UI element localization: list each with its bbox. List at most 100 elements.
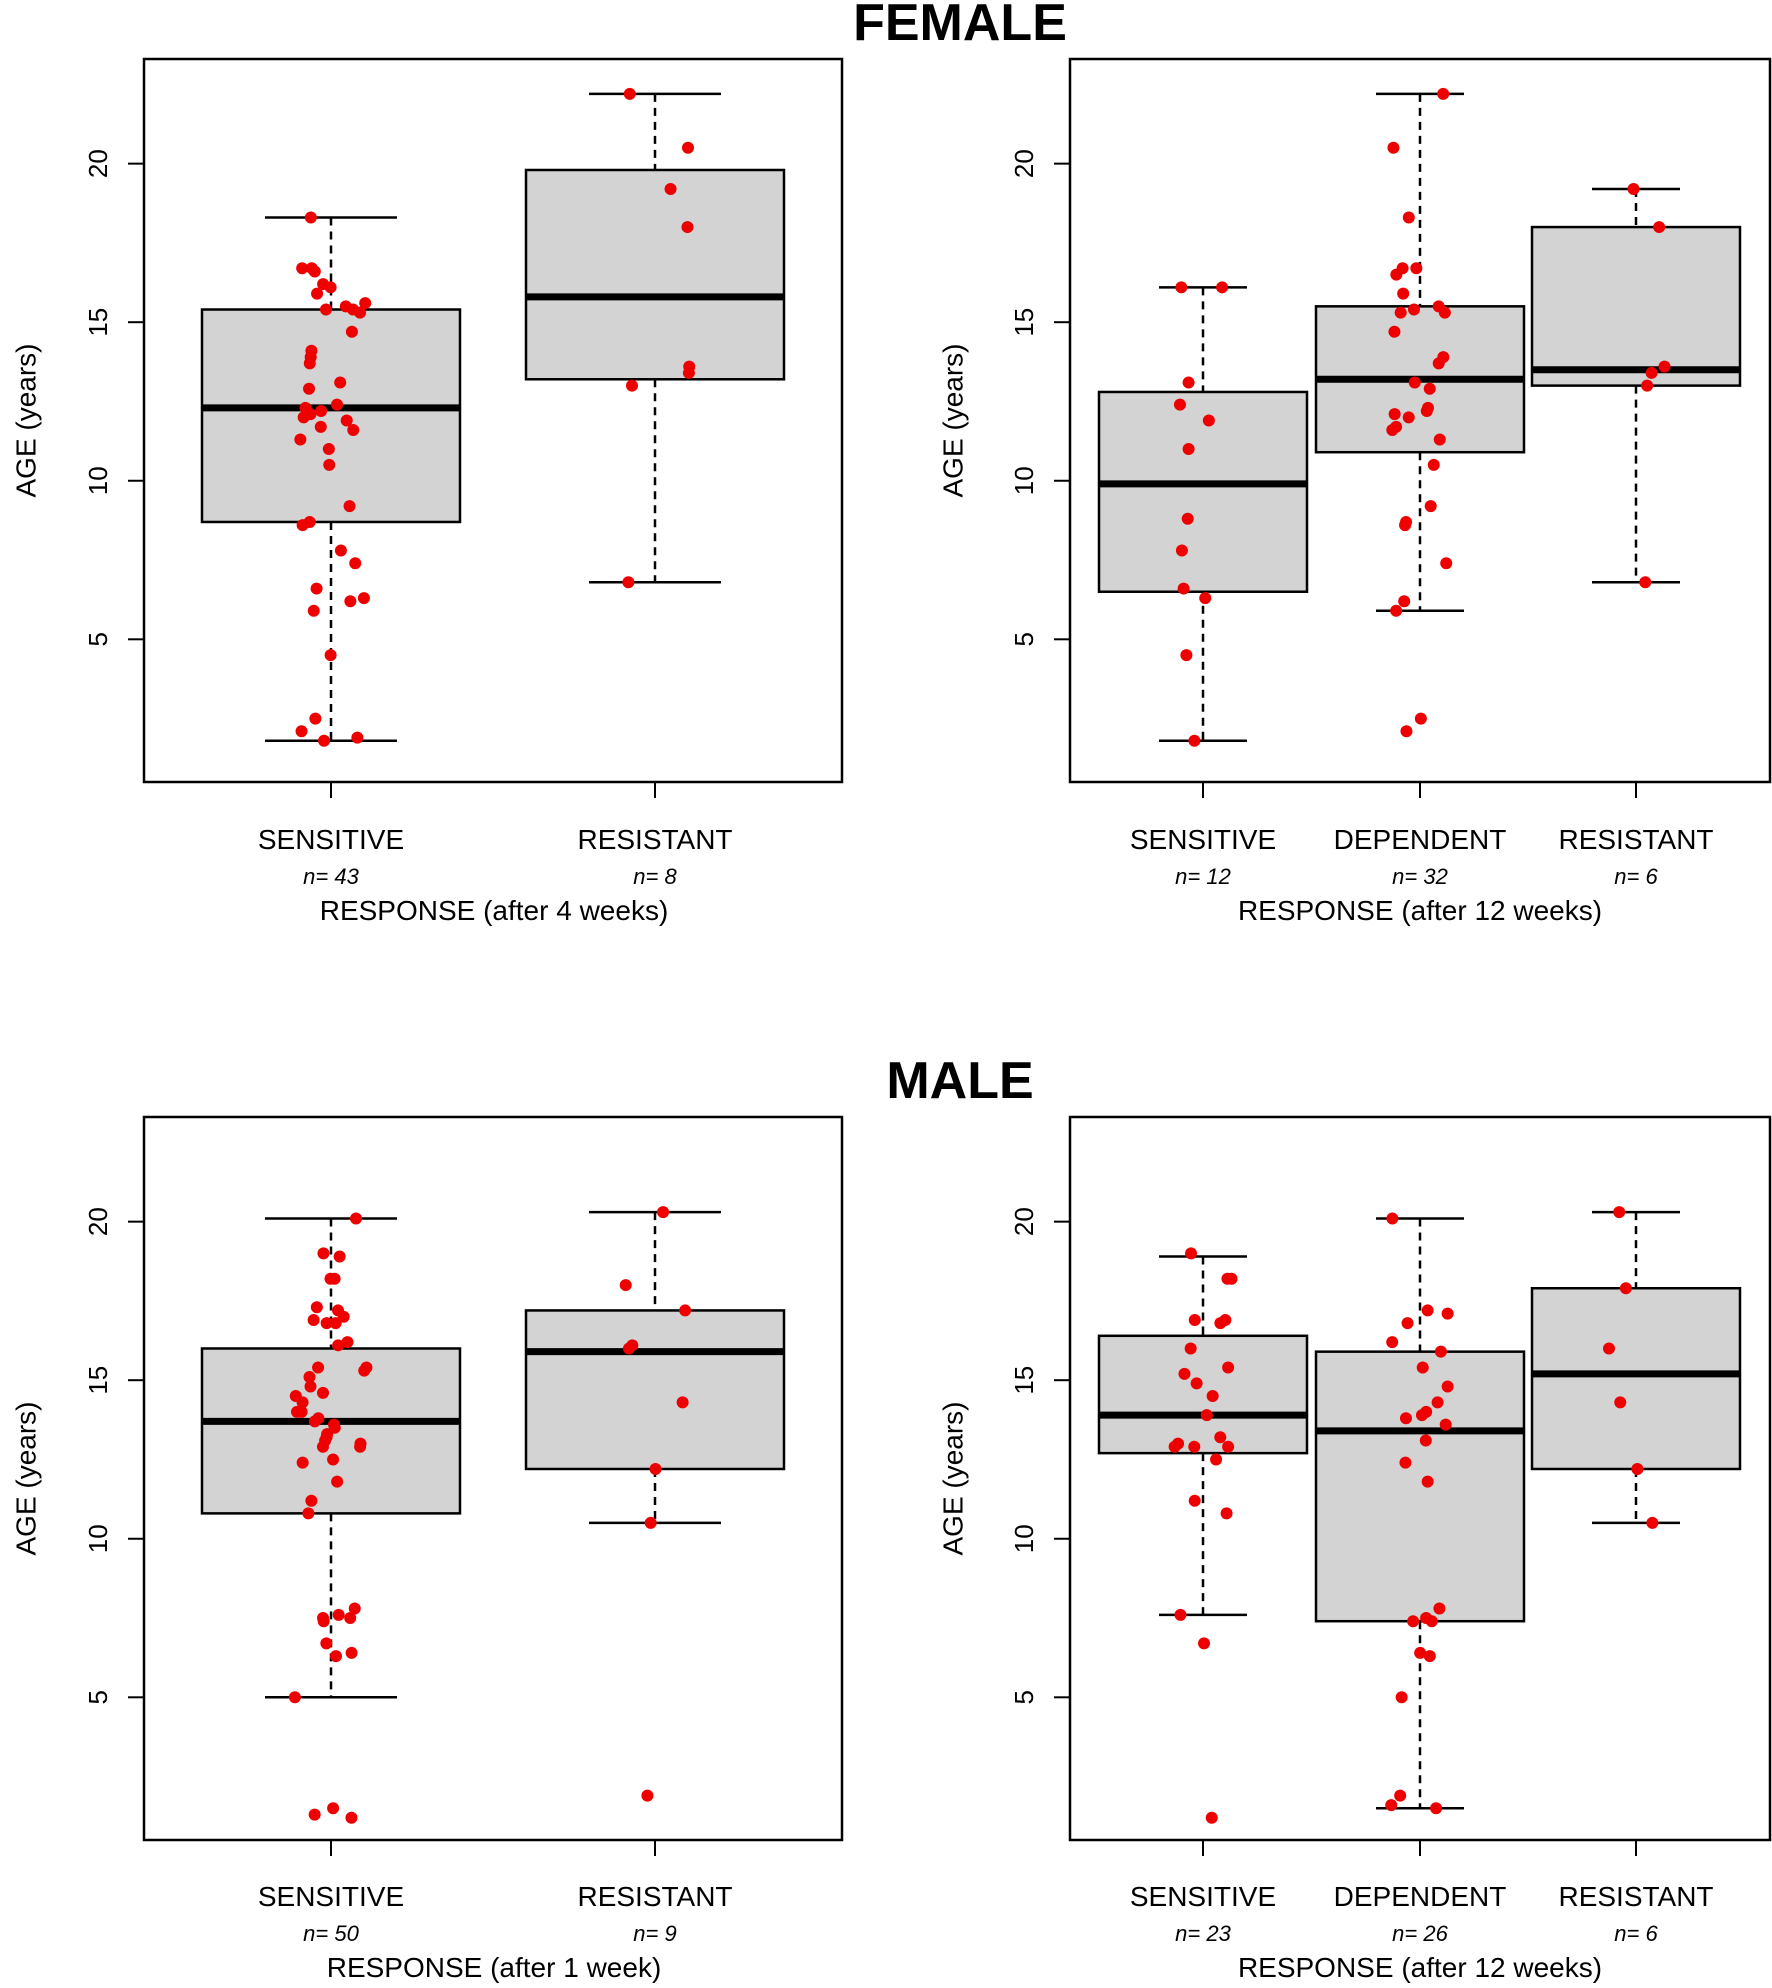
data-point [295, 725, 308, 738]
data-point [619, 1279, 632, 1292]
data-point [1401, 1317, 1414, 1330]
data-point [1631, 1462, 1644, 1475]
plot-frame [142, 57, 844, 784]
data-point [1387, 141, 1400, 154]
data-point [1173, 398, 1186, 411]
data-point [337, 1310, 350, 1323]
data-point [1390, 268, 1403, 281]
data-point [332, 1608, 345, 1621]
data-point [681, 141, 694, 154]
data-point [294, 433, 307, 446]
data-point [354, 306, 367, 319]
category-label: SENSITIVE [258, 1881, 404, 1912]
data-point [343, 500, 356, 513]
sample-size-label: n= 43 [303, 864, 359, 889]
data-point [1432, 357, 1445, 370]
data-point [334, 544, 347, 557]
data-point [1388, 325, 1401, 338]
data-point [1408, 376, 1421, 389]
y-tick-label: 5 [1009, 1690, 1039, 1704]
data-point [1178, 1367, 1191, 1380]
data-point [1414, 1646, 1427, 1659]
data-point [1185, 1247, 1198, 1260]
data-point [324, 649, 337, 662]
category-label: SENSITIVE [1130, 1881, 1276, 1912]
data-point [1414, 712, 1427, 725]
y-tick-label: 5 [83, 632, 113, 646]
data-point [1423, 382, 1436, 395]
data-point [347, 424, 360, 437]
data-point [622, 576, 635, 589]
data-point [664, 183, 677, 196]
data-point [316, 1386, 329, 1399]
category-label: DEPENDENT [1334, 824, 1507, 855]
data-point [1199, 592, 1212, 605]
data-point [1614, 1396, 1627, 1409]
data-point [1421, 1304, 1434, 1317]
data-point [1425, 1615, 1438, 1628]
y-axis-title: AGE (years) [10, 1401, 41, 1555]
data-point [1441, 1307, 1454, 1320]
data-point [1420, 404, 1433, 417]
data-point [349, 557, 362, 570]
sample-size-label: n= 6 [1614, 864, 1658, 889]
y-axis-title: AGE (years) [10, 343, 41, 497]
y-tick-label: 20 [83, 1207, 113, 1236]
sample-size-label: n= 6 [1614, 1921, 1658, 1946]
data-point [1431, 1396, 1444, 1409]
data-point [1390, 604, 1403, 617]
data-point [1646, 1516, 1659, 1529]
iqr-box [1530, 225, 1742, 387]
data-point [1386, 1336, 1399, 1349]
data-point [1433, 433, 1446, 446]
y-tick-label: 15 [1009, 1366, 1039, 1395]
data-point [1399, 1456, 1412, 1469]
panel-male-1-week: 5 10 15 20 AGE (years) RESPONSE (after 1 week… [10, 1115, 844, 1983]
data-point [1188, 734, 1201, 747]
data-point [1439, 1418, 1452, 1431]
data-point [297, 411, 310, 424]
data-point [311, 287, 324, 300]
category-label: RESISTANT [1558, 824, 1713, 855]
data-point [1420, 1405, 1433, 1418]
data-point [1399, 519, 1412, 532]
data-point [317, 1247, 330, 1260]
data-point [1175, 544, 1188, 557]
sample-size-label: n= 23 [1175, 1921, 1231, 1946]
data-point [1188, 1494, 1201, 1507]
data-point [307, 604, 320, 617]
data-point [1398, 595, 1411, 608]
data-point [327, 1453, 340, 1466]
data-point [1419, 1434, 1432, 1447]
data-point [1205, 1811, 1218, 1824]
data-point [322, 443, 335, 456]
section-title-female: FEMALE [853, 0, 1067, 52]
y-tick-label: 20 [1009, 1207, 1039, 1236]
data-point [288, 1691, 301, 1704]
data-point [1410, 262, 1423, 275]
data-point [344, 1612, 357, 1625]
data-point [290, 1405, 303, 1418]
y-tick-label: 10 [1009, 466, 1039, 495]
panel-female-4-weeks: 5 10 15 20 AGE (years) RESPONSE (after 4 week… [10, 57, 844, 926]
category-label: DEPENDENT [1334, 1881, 1507, 1912]
data-point [1423, 1650, 1436, 1663]
data-point [323, 458, 336, 471]
data-point [1399, 1412, 1412, 1425]
data-point [1402, 211, 1415, 224]
data-point [1198, 1637, 1211, 1650]
data-point [1182, 443, 1195, 456]
data-point [296, 519, 309, 532]
data-point [1210, 1453, 1223, 1466]
y-tick-label: 10 [83, 466, 113, 495]
iqr-box [1314, 1350, 1526, 1623]
data-point [1225, 1272, 1238, 1285]
data-point [331, 398, 344, 411]
data-point [324, 281, 337, 294]
data-point [329, 1317, 342, 1330]
data-point [1407, 1615, 1420, 1628]
data-point [1222, 1361, 1235, 1374]
data-point [1394, 1789, 1407, 1802]
sample-size-label: n= 12 [1175, 864, 1231, 889]
